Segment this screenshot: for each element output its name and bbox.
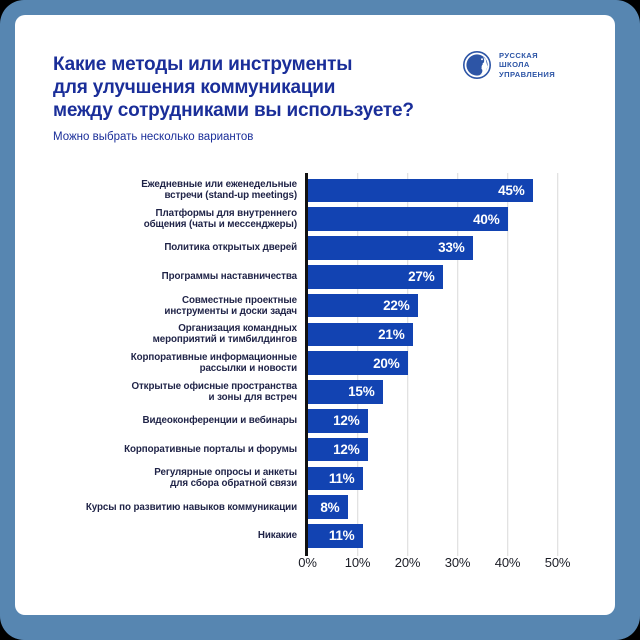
category-label-row: Корпоративные порталы и форумы — [51, 435, 305, 464]
category-label-row: Открытые офисные пространства и зоны для… — [51, 378, 305, 407]
bars-container: 45% 40% 33% 27% 22% 21% 20% 15% 12% 12% 11% 8% 11% — [307, 176, 589, 551]
bar-row: 15% — [307, 378, 589, 407]
category-label-row: Организация командных мероприятий и тимб… — [51, 320, 305, 349]
bar-chart: Ежедневные или еженедельные встречи (sta… — [51, 173, 589, 570]
category-label-row: Платформы для внутреннего общения (чаты … — [51, 205, 305, 234]
bar-row: 40% — [307, 205, 589, 234]
category-label: Никакие — [257, 530, 297, 542]
x-tick-label: 0% — [298, 555, 317, 571]
infographic-card: Какие методы или инструменты для улучшен… — [15, 15, 615, 615]
category-label: Корпоративные порталы и форумы — [124, 444, 297, 456]
bar-value-label: 27% — [408, 269, 435, 285]
bar-row: 45% — [307, 176, 589, 205]
globe-profile-icon — [463, 51, 491, 79]
bar: 11% — [307, 466, 363, 491]
x-tick-label: 20% — [394, 555, 421, 571]
bar-value-label: 45% — [498, 182, 525, 198]
bar-row: 22% — [307, 291, 589, 320]
category-label: Корпоративные информационные рассылки и … — [130, 352, 297, 375]
bar-value-label: 11% — [328, 528, 355, 544]
category-label: Политика открытых дверей — [164, 242, 297, 254]
bar-value-label: 22% — [383, 298, 410, 314]
bar-value-label: 40% — [473, 211, 500, 227]
x-tick-label: 40% — [494, 555, 521, 571]
bar-value-label: 12% — [333, 413, 360, 429]
page-subtitle: Можно выбрать несколько вариантов — [53, 131, 254, 143]
category-label-row: Никакие — [51, 522, 305, 551]
category-label: Программы наставничества — [161, 271, 297, 283]
category-label: Ежедневные или еженедельные встречи (sta… — [141, 179, 297, 202]
y-axis-line — [305, 173, 308, 557]
bar-value-label: 33% — [438, 240, 465, 256]
header: Какие методы или инструменты для улучшен… — [53, 53, 453, 143]
bar-row: 33% — [307, 234, 589, 263]
category-label: Курсы по развитию навыков коммуникации — [85, 501, 297, 513]
plot-area: 45% 40% 33% 27% 22% 21% 20% 15% 12% 12% 11% 8% 11% 0… — [298, 173, 589, 570]
bar-row: 21% — [307, 320, 589, 349]
category-label-row: Политика открытых дверей — [51, 234, 305, 263]
category-labels-column: Ежедневные или еженедельные встречи (sta… — [51, 176, 305, 550]
bar: 22% — [307, 293, 418, 318]
bar-row: 12% — [307, 435, 589, 464]
category-label: Платформы для внутреннего общения (чаты … — [143, 208, 297, 231]
bar-row: 11% — [307, 464, 589, 493]
category-label: Открытые офисные пространства и зоны для… — [131, 380, 297, 403]
category-label: Видеоконференции и вебинары — [142, 415, 297, 427]
gridline — [456, 173, 459, 557]
page-title: Какие методы или инструменты для улучшен… — [53, 54, 414, 121]
x-tick-label: 10% — [344, 555, 371, 571]
bar: 40% — [307, 207, 508, 231]
bar: 15% — [307, 380, 383, 404]
gridline — [506, 173, 509, 557]
x-axis: 0% 10% 20% 30% 40% 50% — [298, 555, 588, 575]
bar-value-label: 15% — [348, 384, 375, 400]
category-label-row: Программы наставничества — [51, 262, 305, 291]
bar: 11% — [307, 524, 363, 548]
bar-row: 11% — [307, 522, 589, 551]
x-tick-label: 50% — [544, 555, 571, 571]
category-label-row: Ежедневные или еженедельные встречи (sta… — [51, 176, 305, 205]
bar-value-label: 21% — [378, 326, 405, 342]
bar: 45% — [307, 178, 533, 203]
category-label: Совместные проектные инструменты и доски… — [164, 294, 297, 317]
bar-row: 27% — [307, 262, 589, 291]
brand-logo-text: РУССКАЯ ШКОЛА УПРАВЛЕНИЯ — [499, 50, 556, 79]
bar-value-label: 12% — [333, 442, 360, 458]
bar: 12% — [307, 409, 368, 433]
bar-value-label: 8% — [320, 499, 340, 515]
bar: 20% — [307, 351, 408, 375]
category-label-row: Регулярные опросы и анкеты для сбора обр… — [51, 464, 305, 493]
bar-row: 20% — [307, 349, 589, 378]
bar-value-label: 11% — [328, 470, 355, 486]
category-label-row: Курсы по развитию навыков коммуникации — [51, 493, 305, 522]
bar: 12% — [307, 437, 368, 462]
bar-row: 12% — [307, 406, 589, 435]
category-label-row: Видеоконференции и вебинары — [51, 406, 305, 435]
category-label: Регулярные опросы и анкеты для сбора обр… — [154, 467, 297, 490]
gridline — [406, 173, 409, 557]
bar: 21% — [307, 322, 413, 347]
bar-value-label: 20% — [373, 355, 400, 371]
x-tick-label: 30% — [444, 555, 471, 571]
gridline — [556, 173, 559, 557]
category-label-row: Совместные проектные инструменты и доски… — [51, 291, 305, 320]
bar: 33% — [307, 236, 473, 260]
bar: 27% — [307, 265, 443, 289]
bar: 8% — [307, 495, 348, 519]
brand-logo: РУССКАЯ ШКОЛА УПРАВЛЕНИЯ — [462, 50, 555, 80]
category-label: Организация командных мероприятий и тимб… — [152, 323, 297, 346]
category-label-row: Корпоративные информационные рассылки и … — [51, 349, 305, 378]
bar-row: 8% — [307, 493, 589, 522]
